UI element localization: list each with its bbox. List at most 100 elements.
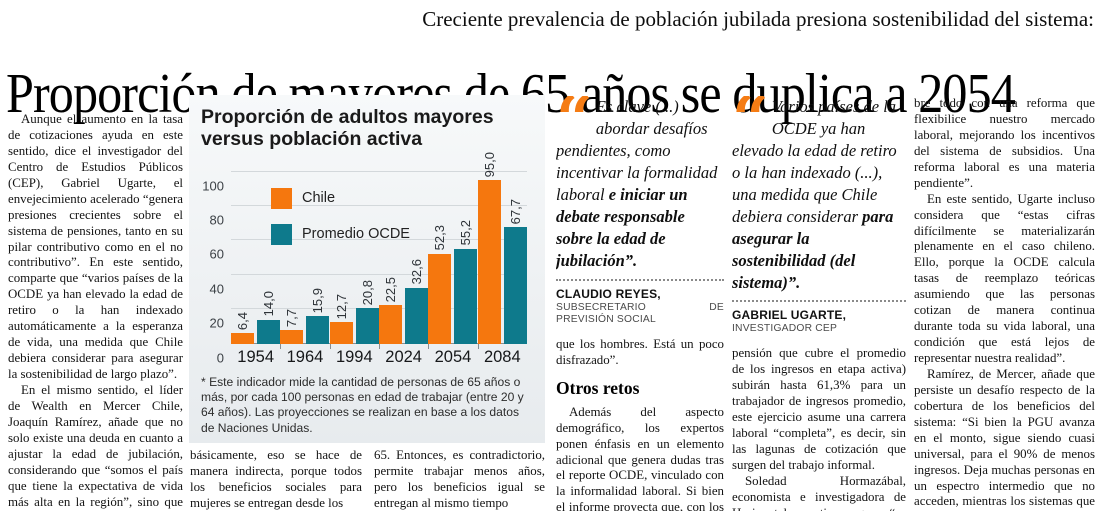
paragraph: pensión que cubre el promedio de los ing… (732, 346, 906, 472)
article-column-4: “Varios países de la OCDE ya han elevado… (732, 96, 906, 511)
bar-unit: 67,7 (503, 198, 527, 344)
bar-group-1994: 12,7 20,8 (329, 132, 379, 344)
bar-unit: 55,2 (454, 220, 478, 344)
bar-unit: 7,7 (280, 309, 304, 344)
y-axis-tick-label: 20 (209, 315, 224, 331)
bar-promedio-ocde-2054 (454, 248, 478, 344)
gridline: 100 (202, 170, 527, 193)
bar-value-label: 20,8 (359, 279, 375, 305)
bar-group-2024: 22,5 32,6 (379, 132, 429, 344)
paragraph: Ramírez, de Mercer, añade que persiste u… (914, 366, 1095, 511)
quote-text-bold: para asegurar la sostenibilidad (del sis… (732, 206, 894, 292)
x-axis-label-1964: 1964 (280, 343, 329, 367)
bar-unit: 15,9 (306, 288, 330, 344)
chart-plot-area: 100 80 60 40 20 0 Chile Promedio OCDE 6,4 14,0… (202, 152, 527, 365)
bar-value-label: 15,9 (310, 288, 326, 314)
bar-value-label: 6,4 (235, 311, 251, 330)
bar-value-label: 95,0 (481, 151, 497, 178)
bar-unit: 20,8 (355, 279, 379, 344)
bar-value-label: 55,2 (458, 220, 474, 246)
bar-promedio-ocde-1954 (257, 319, 281, 344)
legend-swatch-chile (271, 187, 292, 209)
article-column-4-body: pensión que cubre el promedio de los ing… (732, 346, 906, 511)
chart-bars: 6,4 14,0 7,7 15,9 12,7 20,8 22,5 32,6 52,3 55,2 95… (231, 132, 527, 344)
bar-unit: 22,5 (379, 276, 403, 344)
x-axis-label-2054: 2054 (428, 343, 477, 367)
bar-group-2084: 95,0 67,7 (477, 132, 527, 344)
bar-unit: 95,0 (477, 151, 501, 344)
quote-divider (556, 278, 724, 281)
kicker: Creciente prevalencia de población jubil… (422, 7, 1094, 31)
chart-proporcion-adultos-mayores: Proporción de adultos mayores versus pob… (189, 95, 545, 443)
y-axis-tick-label: 80 (209, 212, 224, 228)
gridline: 0 (217, 342, 527, 365)
chart-legend: Chile Promedio OCDE (271, 187, 410, 245)
paragraph: bre todo con una reforma que flexibilice… (914, 96, 1095, 190)
bar-promedio-ocde-1994 (355, 307, 379, 344)
bar-value-label: 32,6 (409, 259, 425, 285)
bar-promedio-ocde-1964 (306, 316, 330, 344)
y-axis-tick-label: 100 (202, 178, 224, 194)
pull-quote-claudio-reyes: “Es clave (...) abordar desafíos pendien… (556, 96, 724, 272)
bar-value-label: 52,3 (432, 225, 448, 251)
bar-unit: 52,3 (428, 225, 452, 344)
quote-author-role: SUBSECRETARIO DE PREVISIÓN SOCIAL (556, 301, 724, 326)
article-column-1: Aunque el aumento en la tasa de cotizaci… (8, 112, 183, 510)
paragraph: que los hombres. Está un poco disfrazado… (556, 337, 724, 368)
bar-group-2054: 52,3 55,2 (428, 132, 478, 344)
bar-chile-1954 (231, 332, 255, 344)
article-column-3: “Es clave (...) abordar desafíos pendien… (556, 96, 724, 511)
quote-text: Es clave (...) abordar desafíos pendient… (556, 97, 718, 204)
article-column-below-chart-1: básicamente, eso se hace de manera indir… (190, 448, 362, 511)
bar-group-1954: 6,4 14,0 (231, 132, 281, 344)
chart-title: Proporción de adultos mayores versus pob… (201, 106, 494, 150)
pull-quote-gabriel-ugarte: “Varios países de la OCDE ya han elevado… (732, 96, 906, 293)
legend-item-chile: Chile (271, 187, 410, 209)
gridline: 80 (210, 205, 527, 228)
section-heading: Otros retos (556, 378, 640, 399)
x-axis-label-1954: 1954 (237, 347, 275, 366)
bar-chile-2054 (428, 253, 452, 344)
bar-group-1964: 7,7 15,9 (280, 132, 330, 344)
legend-swatch-ocde (271, 223, 292, 245)
x-axis-label-2084: 2084 (477, 343, 527, 367)
quote-mark-icon: “ (732, 96, 769, 157)
quote-divider (732, 300, 906, 303)
bar-chile-1994 (329, 321, 353, 344)
bar-value-label: 7,7 (284, 309, 300, 328)
bar-unit: 32,6 (405, 259, 429, 344)
bar-promedio-ocde-2084 (503, 227, 527, 344)
bar-promedio-ocde-2024 (405, 287, 429, 344)
paragraph: Además del aspecto demográfico, los expe… (556, 404, 724, 511)
legend-item-ocde: Promedio OCDE (271, 223, 410, 245)
bar-chile-2084 (477, 180, 501, 344)
quote-text: Varios países de la OCDE ya han elevado … (732, 97, 897, 226)
chart-footnote: * Este indicador mide la cantidad de per… (201, 374, 524, 435)
bar-value-label: 22,5 (383, 276, 399, 302)
quote-text-bold: e iniciar un debate responsable sobre la… (556, 184, 688, 270)
quote-author: GABRIEL UGARTE, (732, 308, 847, 323)
y-axis-tick-label: 40 (209, 281, 224, 297)
chart-x-axis: 1954 1964 1994 2024 2054 2084 (231, 343, 527, 367)
article-column-3-body: Además del aspecto demográfico, los expe… (556, 405, 724, 511)
y-axis-tick-label: 0 (216, 350, 224, 366)
bar-chile-1964 (280, 330, 304, 344)
legend-label-ocde: Promedio OCDE (302, 226, 410, 243)
paragraph: Soledad Hormazábal, economista e investi… (732, 473, 906, 511)
x-axis-label-1994: 1994 (329, 343, 379, 367)
bar-value-label: 67,7 (507, 198, 523, 225)
paragraph: Aunque el aumento en la tasa de cotizaci… (8, 112, 183, 381)
article-column-below-chart-2: 65. Entonces, es contradictorio, permite… (374, 448, 545, 511)
bar-chile-2024 (379, 304, 403, 344)
x-axis-label-2024: 2024 (378, 343, 428, 367)
bar-value-label: 12,7 (333, 293, 349, 319)
gridline: 20 (210, 308, 527, 331)
bar-unit: 6,4 (231, 311, 255, 344)
bar-value-label: 14,0 (261, 291, 277, 317)
paragraph: En el mismo sentido, el líder de Wealth … (8, 382, 183, 509)
bar-unit: 12,7 (329, 293, 353, 344)
gridline: 40 (210, 273, 527, 296)
bar-unit: 14,0 (257, 291, 281, 344)
paragraph: básicamente, eso se hace de manera indir… (190, 448, 362, 510)
